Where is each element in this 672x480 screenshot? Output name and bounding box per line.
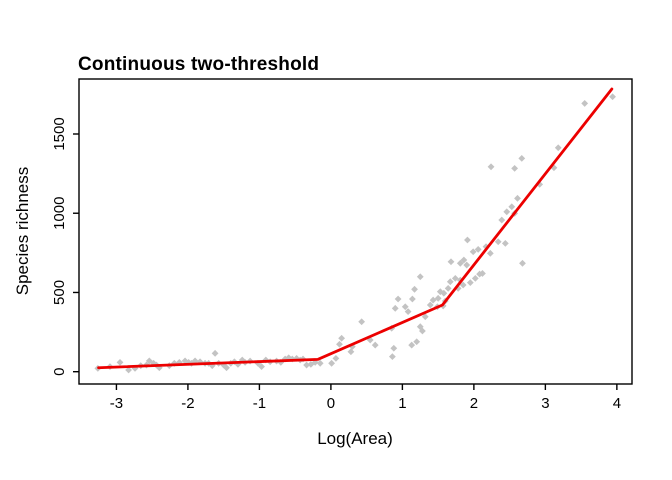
y-axis-label: Species richness (13, 166, 32, 296)
y-tick-label: 0 (51, 368, 68, 376)
data-point (413, 338, 421, 346)
data-point (391, 304, 399, 312)
data-point (332, 354, 340, 362)
data-point (466, 279, 474, 287)
data-point (426, 301, 434, 309)
data-point (460, 256, 468, 264)
data-point (511, 164, 519, 172)
data-point (419, 327, 426, 335)
data-point (404, 308, 412, 316)
data-point (446, 278, 454, 286)
x-tick-label: -3 (110, 395, 123, 412)
data-point (388, 353, 396, 361)
x-tick-label: -1 (253, 395, 266, 412)
data-point (258, 363, 265, 371)
data-point (211, 349, 219, 357)
data-point (416, 273, 424, 281)
data-point (440, 289, 448, 297)
data-point (116, 358, 124, 366)
y-tick-label: 1000 (51, 197, 68, 230)
data-point (494, 238, 502, 246)
x-tick-label: 4 (613, 395, 621, 412)
x-tick-label: 3 (541, 395, 549, 412)
data-point (459, 281, 467, 289)
data-point (401, 303, 409, 311)
data-point (358, 318, 366, 326)
data-point (421, 313, 429, 321)
data-point (508, 203, 516, 211)
data-point (434, 294, 442, 302)
data-point (471, 274, 479, 282)
data-point (503, 208, 511, 216)
data-point (456, 259, 464, 267)
data-point (394, 295, 402, 303)
data-point (519, 259, 526, 267)
data-point (469, 248, 477, 256)
data-point (487, 163, 495, 171)
y-tick-label: 500 (51, 280, 68, 305)
data-point (408, 295, 416, 303)
x-tick-label: -2 (181, 395, 194, 412)
data-point (581, 100, 589, 107)
data-point (498, 216, 506, 224)
data-point (447, 258, 455, 266)
data-point (474, 245, 482, 253)
data-point (554, 144, 562, 152)
data-point (464, 236, 471, 244)
data-point (303, 361, 310, 369)
data-point (336, 340, 343, 348)
y-tick-label: 1500 (51, 117, 68, 150)
data-point (390, 344, 398, 352)
data-point (463, 261, 471, 269)
x-tick-label: 1 (398, 395, 406, 412)
fit-line (97, 87, 614, 370)
data-point (411, 285, 418, 293)
x-tick-label: 0 (327, 395, 335, 412)
data-point (479, 270, 486, 277)
data-point (338, 334, 346, 342)
data-point (316, 359, 324, 367)
data-point (514, 194, 521, 202)
data-point (328, 359, 336, 367)
data-point (486, 249, 494, 257)
data-point (408, 341, 416, 349)
data-point (125, 366, 132, 374)
data-point (371, 341, 379, 349)
data-point (223, 364, 230, 372)
data-point (501, 239, 509, 247)
data-point (347, 348, 355, 356)
data-point (518, 155, 526, 162)
data-point (131, 364, 139, 372)
data-point (234, 361, 242, 368)
data-point (609, 93, 616, 101)
data-point (444, 284, 452, 292)
data-point (366, 336, 374, 344)
data-point (536, 180, 544, 188)
x-axis-label: Log(Area) (317, 429, 393, 448)
plot-box (78, 78, 633, 385)
data-point (238, 356, 246, 364)
chart-title: Continuous two-threshold (78, 54, 320, 75)
x-tick-label: 2 (470, 395, 478, 412)
